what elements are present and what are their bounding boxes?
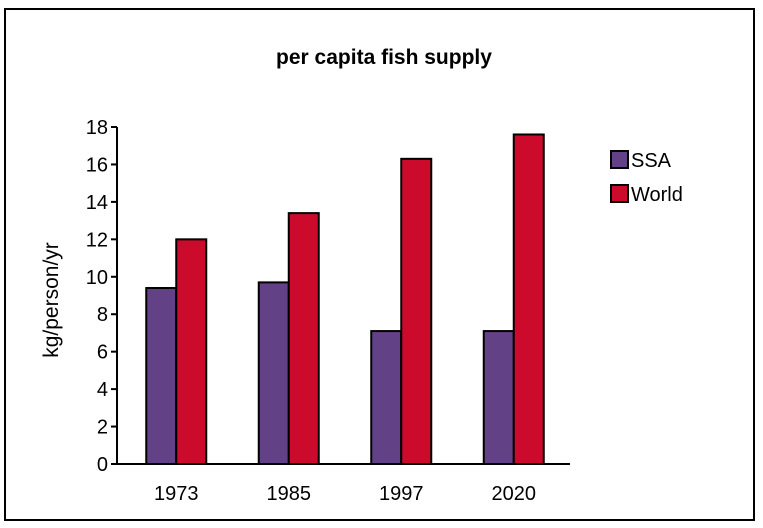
bar-world-1997 [400,157,433,465]
y-tick-label: 12 [86,229,108,251]
y-tick-label: 18 [86,117,108,139]
legend-swatch-ssa [610,150,629,169]
y-tick-label: 0 [97,454,108,476]
legend-label-world: World [631,184,683,206]
x-tick-label: 1997 [379,483,424,505]
y-tick-label: 2 [97,417,108,439]
legend-swatch-world [610,184,629,203]
bar-world-1985 [287,212,320,465]
x-tick-label: 1985 [267,483,312,505]
x-tick-label: 2020 [492,483,537,505]
y-axis-label: kg/person/yr [40,242,63,358]
y-tick-label: 4 [97,379,108,401]
y-tick-label: 6 [97,342,108,364]
chart-title: per capita fish supply [276,46,492,69]
y-tick-label: 8 [97,304,108,326]
bar-world-1973 [175,238,208,465]
y-tick-label: 10 [86,267,108,289]
bar-world-2020 [512,133,545,465]
y-tick-label: 14 [86,192,108,214]
legend: SSA World [610,150,683,206]
bar-ssa-1997 [370,330,403,466]
y-tick-label: 16 [86,154,108,176]
bar-ssa-1973 [145,287,178,465]
x-tick-label: 1973 [154,483,199,505]
legend-label-ssa: SSA [631,150,672,172]
bar-ssa-2020 [482,330,515,466]
plot-area: 0 2 4 6 8 10 12 14 16 18 1973 1985 1997 2020 [86,117,570,505]
bar-ssa-1985 [257,281,290,465]
